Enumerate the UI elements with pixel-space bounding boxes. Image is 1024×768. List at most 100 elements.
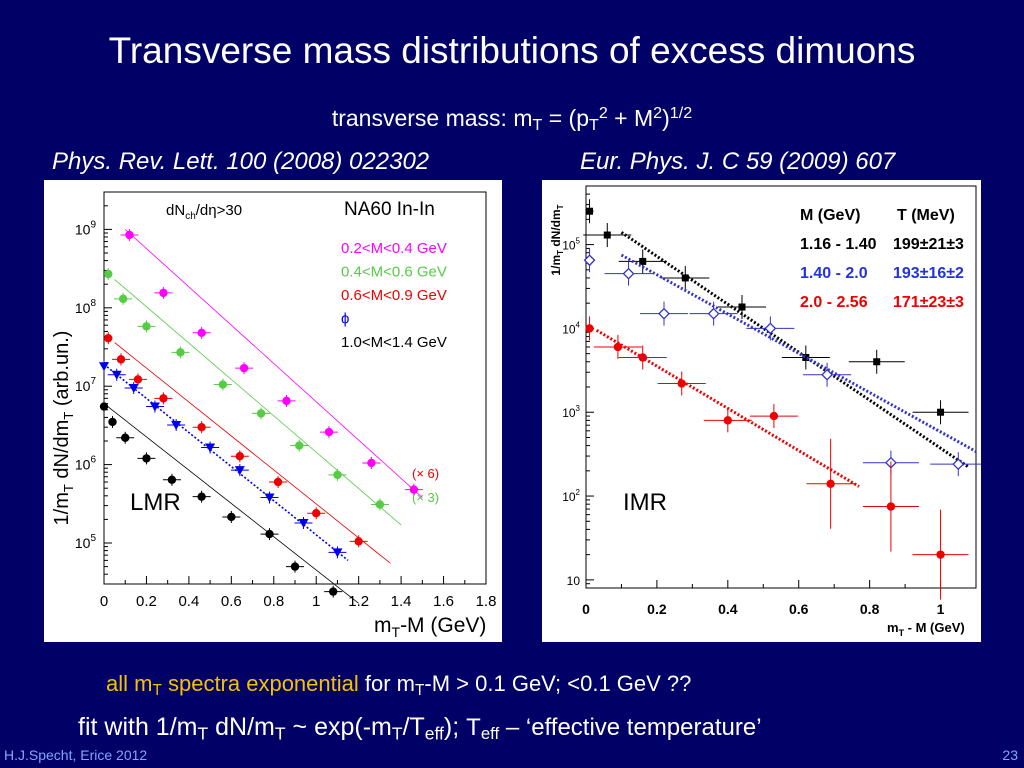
x-label-sub: T [392, 624, 401, 640]
y-tick-label: 108 [75, 298, 97, 316]
x-tick-label: 1.4 [391, 593, 412, 610]
x-label-part: -M (GeV) [400, 614, 486, 637]
data-point [227, 512, 236, 522]
footer-text: ~ exp(-m [285, 713, 392, 741]
x-tick-label: 1.2 [348, 593, 369, 610]
data-point [205, 443, 216, 453]
footer-line-1: all mT spectra exponential for mT-M > 0.… [106, 671, 691, 700]
data-point [677, 379, 686, 388]
data-point [769, 411, 779, 421]
page-number: 23 [1002, 747, 1018, 763]
footer-text: for m [358, 671, 415, 696]
x-tick-label: 0.8 [860, 601, 880, 617]
y-tick-base: 10 [75, 457, 91, 473]
x-axis-label: mT - M (GeV) [887, 620, 965, 638]
data-point [622, 267, 635, 280]
footer-highlight: all mT spectra exponential [106, 671, 359, 699]
x-label-part: m [374, 614, 392, 637]
y-tick-base: 10 [75, 300, 91, 316]
legend-header-t: T (MeV) [897, 207, 955, 224]
y-tick-label: 105 [75, 533, 97, 551]
y-tick-label: 104 [562, 320, 580, 336]
footer-line-2: fit with 1/mT dN/mT ~ exp(-mT/Teff); Tef… [78, 713, 762, 744]
data-point [111, 370, 122, 380]
data-point [125, 230, 134, 240]
data-point [264, 493, 275, 503]
x-tick-label: 0.4 [718, 601, 738, 617]
subtitle-sub: T [532, 116, 543, 135]
subtitle-sup: 2 [598, 104, 608, 122]
data-point [116, 355, 126, 364]
footer-sub: eff [424, 723, 444, 744]
legend-entry: 0.2<M<0.4 GeV [341, 240, 447, 257]
x-tick-label: 0.2 [136, 593, 157, 610]
x-axis-label: mT-M (GeV) [374, 614, 486, 640]
data-point [312, 508, 321, 518]
data-point [826, 479, 835, 489]
y-label-part: 1/m [51, 492, 73, 525]
x-tick-label: 1.6 [433, 593, 454, 610]
x-tick-label: 0 [582, 601, 590, 617]
subtitle-sub: T [589, 116, 599, 135]
y-tick-label: 103 [562, 404, 580, 420]
lmr-chart-panel: 0 0.2 0.4 0.6 0.8 1 1.2 1.4 1.6 1.8 105 106 107 108 10… [44, 180, 502, 642]
data-point [234, 466, 245, 476]
y-tick-base: 10 [567, 574, 581, 588]
y-tick-exp: 9 [90, 219, 96, 230]
y-tick-base: 10 [75, 535, 91, 551]
imr-chart-panel: 0 0.2 0.4 0.6 0.8 1 10 102 103 104 105 mT - M (GeV)… [542, 180, 981, 642]
cut-part: dN [166, 202, 185, 219]
data-point [681, 274, 689, 282]
x-tick-label: 1 [312, 593, 320, 610]
x-tick-label: 0.6 [221, 593, 242, 610]
data-point [873, 358, 881, 366]
data-point [239, 363, 249, 373]
footer-text: – ‘effective temperature’ [499, 714, 762, 741]
y-tick-label: 102 [562, 488, 580, 504]
y-tick-base: 10 [75, 221, 91, 237]
data-point [354, 537, 363, 546]
footer-text: dN/m [208, 713, 275, 741]
data-point [707, 307, 720, 320]
footer-text: ); [443, 713, 467, 741]
data-point [409, 485, 419, 494]
y-tick-label: 106 [75, 455, 97, 473]
data-point [197, 328, 206, 337]
data-point [603, 231, 611, 239]
data-point [197, 423, 206, 432]
fit-line [114, 279, 402, 526]
legend-mass: 2.0 - 2.56 [800, 294, 868, 311]
x-tick-label: 1 [937, 601, 945, 617]
legend-entry: 0.4<M<0.6 GeV [341, 264, 447, 281]
legend-temperature: 171±23±3 [893, 294, 964, 311]
y-label-part: (arb.un.) [51, 331, 73, 412]
lmr-chart: 0 0.2 0.4 0.6 0.8 1 1.2 1.4 1.6 1.810510610710810… [51, 191, 496, 640]
legend-entry: ϕ [341, 311, 349, 328]
x-label-sub: T [899, 628, 905, 638]
y-tick-exp: 6 [90, 455, 96, 466]
y-label-part: dN/dm [549, 209, 563, 250]
data-point [108, 417, 117, 427]
y-axis-label: 1/mT dN/dmT (arb.un.) [51, 331, 76, 526]
footer-text: -M > 0.1 GeV; <0.1 GeV ?? [424, 671, 692, 696]
reference-left: Phys. Rev. Lett. 100 (2008) 022302 [52, 148, 430, 175]
region-label: LMR [130, 489, 181, 516]
data-point [324, 427, 334, 437]
data-point [585, 324, 594, 333]
y-tick-label: 10 [567, 574, 581, 588]
y-tick-label: 107 [75, 376, 97, 394]
fit-line [103, 403, 359, 604]
y-tick-label: 109 [75, 219, 97, 237]
data-point [256, 409, 266, 418]
footer-sub: T [391, 723, 403, 744]
data-point [167, 475, 177, 485]
data-point [118, 294, 128, 304]
y-axis-label: 1/mT dN/dmT [549, 204, 565, 275]
y-tick-exp: 3 [576, 404, 581, 413]
data-point [99, 362, 109, 372]
author-credit: H.J.Specht, Erice 2012 [4, 747, 148, 763]
subtitle-sup: 2 [653, 104, 663, 122]
data-point [764, 322, 777, 335]
slide-subtitle: transverse mass: mT = (pT2 + M2)1/2 [0, 104, 1024, 135]
data-point [936, 550, 945, 559]
